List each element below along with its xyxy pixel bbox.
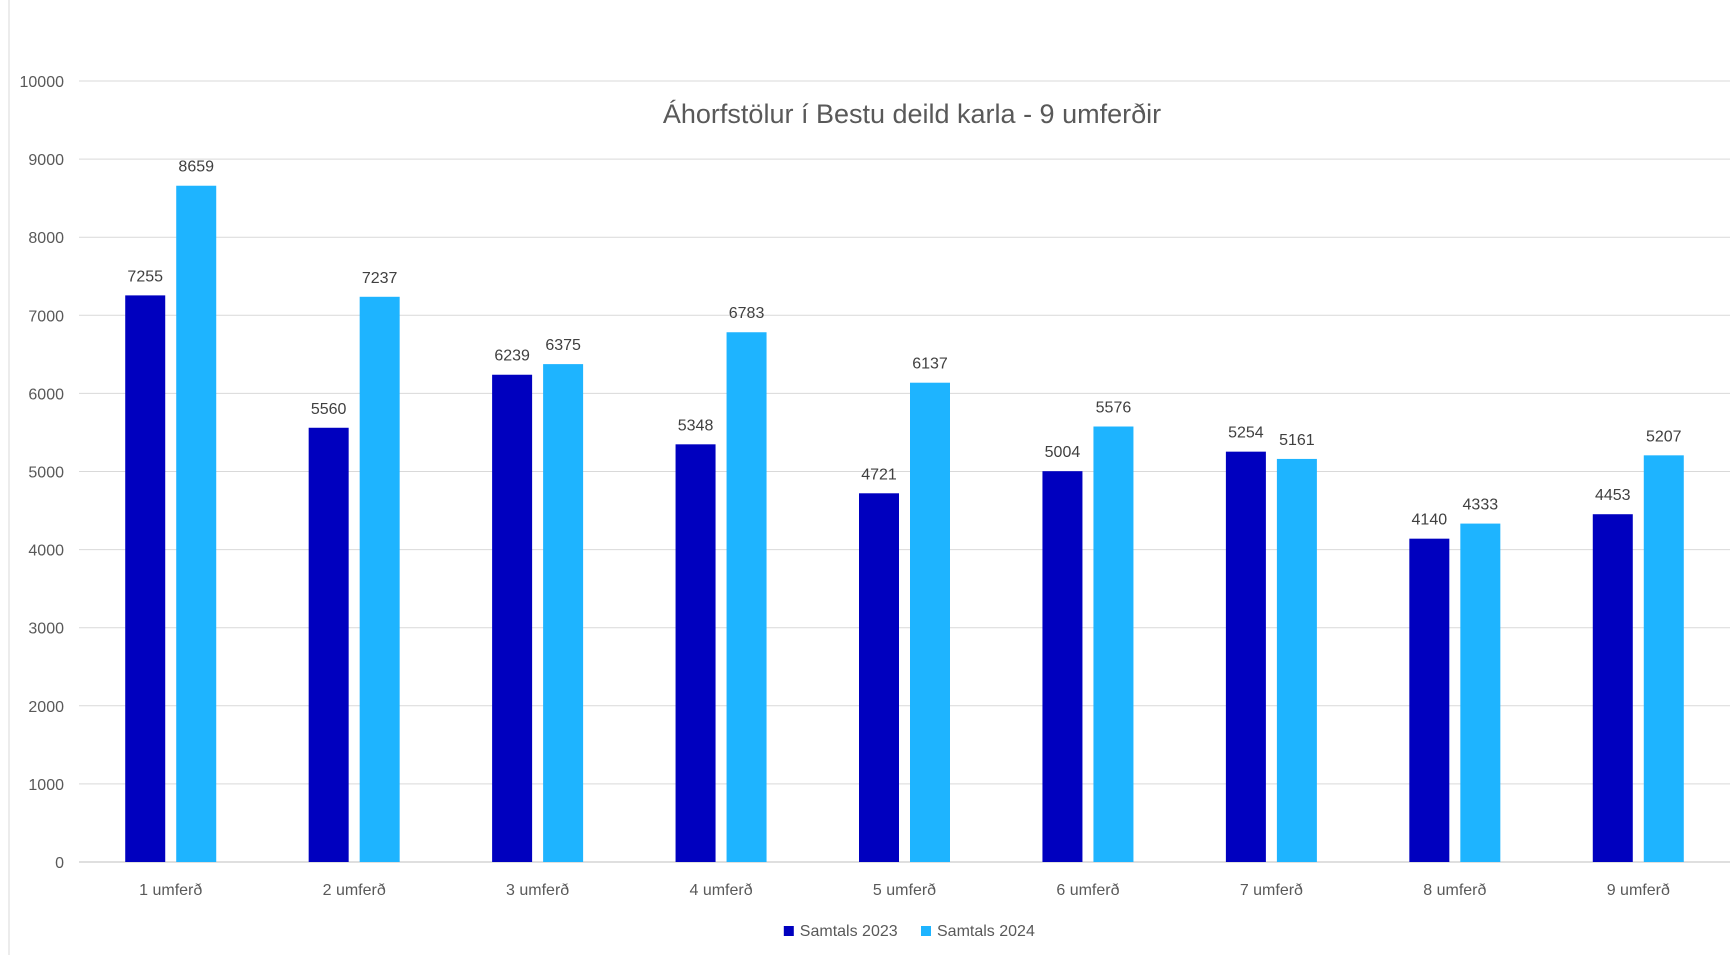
x-category-label: 2 umferð (323, 882, 386, 899)
bar-series-1 (1409, 538, 1450, 862)
data-labels: 7255 8659 5560 7237 6239 6375 5348 6783 4721 6137… (127, 159, 1681, 529)
x-category-label: 4 umferð (689, 882, 752, 899)
bar-series-2 (910, 382, 950, 862)
data-label: 4333 (1463, 497, 1499, 514)
data-label: 5576 (1096, 400, 1132, 417)
data-label: 5161 (1279, 432, 1315, 449)
data-label: 5348 (678, 417, 714, 434)
y-tick-label: 4000 (28, 543, 64, 560)
data-label: 5560 (311, 401, 347, 418)
y-tick-label: 9000 (28, 152, 64, 169)
bar-series-1 (308, 427, 349, 862)
data-label: 5004 (1045, 444, 1081, 461)
legend: Samtals 2023 Samtals 2024 (783, 923, 1035, 940)
legend-label: Samtals 2024 (937, 923, 1035, 940)
y-tick-label: 5000 (28, 465, 64, 482)
x-category-label: 8 umferð (1423, 882, 1486, 899)
x-category-label: 9 umferð (1607, 882, 1670, 899)
bar-series-2 (1460, 523, 1501, 862)
y-tick-label: 1000 (28, 777, 64, 794)
bar-series-1 (492, 374, 533, 862)
y-tick-label: 2000 (28, 699, 64, 716)
y-tick-label: 3000 (28, 621, 64, 638)
bars (125, 185, 1684, 863)
data-label: 6239 (494, 348, 530, 365)
data-label: 6137 (912, 356, 948, 373)
bar-series-1 (1592, 514, 1633, 862)
bar-series-2 (1093, 426, 1134, 862)
data-label: 6375 (545, 337, 581, 354)
bar-series-1 (125, 295, 166, 862)
bar-series-2 (1276, 458, 1317, 862)
bar-series-2 (176, 185, 217, 862)
bar-series-2 (543, 364, 584, 862)
x-category-label: 3 umferð (506, 882, 569, 899)
y-tick-label: 10000 (20, 74, 65, 91)
data-label: 4140 (1412, 512, 1448, 529)
x-category-label: 1 umferð (139, 882, 202, 899)
legend-swatch (783, 926, 794, 936)
data-label: 4721 (861, 466, 897, 483)
data-label: 4453 (1595, 487, 1631, 504)
x-category-label: 7 umferð (1240, 882, 1303, 899)
x-category-label: 6 umferð (1056, 882, 1119, 899)
legend-label: Samtals 2023 (800, 923, 898, 940)
y-tick-label: 8000 (28, 230, 64, 247)
data-label: 5254 (1228, 425, 1264, 442)
bar-series-2 (359, 296, 400, 863)
chart-title: Áhorfstölur í Bestu deild karla - 9 umfe… (663, 99, 1161, 129)
bar-series-1 (1042, 471, 1083, 862)
data-label: 7255 (127, 268, 163, 285)
data-label: 5207 (1646, 428, 1682, 445)
data-label: 7237 (362, 270, 398, 287)
y-tick-label: 6000 (28, 386, 64, 403)
x-category-label: 5 umferð (873, 882, 936, 899)
bar-series-2 (726, 332, 767, 863)
bar-series-1 (1225, 451, 1266, 862)
bar-series-1 (859, 493, 899, 862)
y-axis-tick-labels: 0 1000 2000 3000 4000 5000 6000 7000 8000 9000 100… (20, 74, 65, 872)
x-axis-category-labels: 1 umferð 2 umferð 3 umferð 4 umferð 5 umferð… (139, 882, 1670, 899)
gridlines (79, 80, 1730, 863)
bar-series-1 (675, 444, 716, 862)
data-label: 8659 (178, 159, 214, 176)
legend-swatch (921, 926, 931, 936)
data-label: 6783 (729, 305, 765, 322)
y-tick-label: 7000 (28, 308, 64, 325)
bar-series-2 (1643, 455, 1684, 862)
y-tick-label: 0 (55, 855, 64, 872)
